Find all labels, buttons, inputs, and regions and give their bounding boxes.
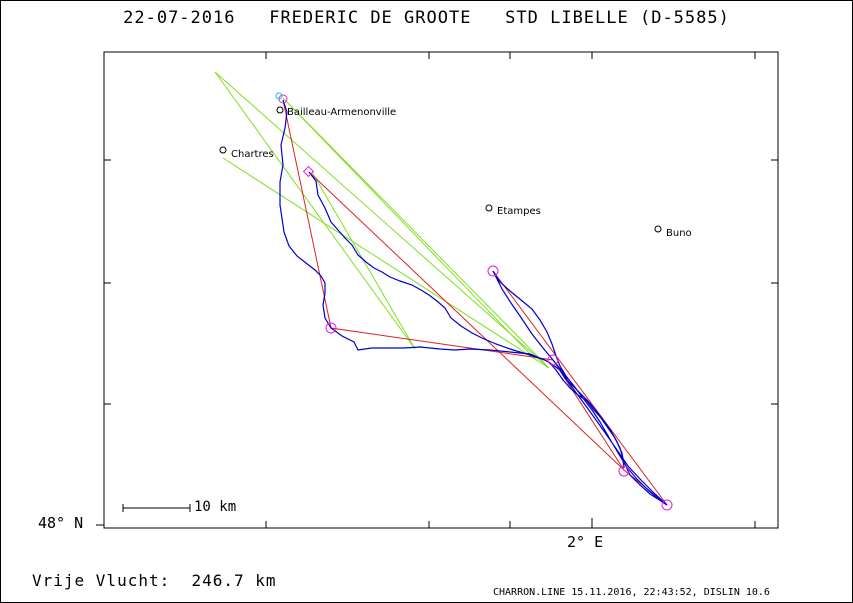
- town-label-bailleau: Bailleau-Armenonville: [287, 107, 397, 118]
- gps-track-return: [492, 270, 668, 506]
- scale-bar: [122, 504, 191, 512]
- distance-value: 246.7 km: [191, 571, 277, 590]
- town-marker-etampes: [485, 204, 493, 212]
- task-legs: [282, 99, 668, 506]
- town-marker-bailleau: [276, 106, 284, 114]
- turnpoint-diamond: [302, 165, 315, 178]
- free-flight-distance: Vrije Vlucht: 246.7 km: [32, 571, 277, 590]
- turnpoints: [278, 94, 673, 511]
- scale-label: 10 km: [194, 499, 237, 515]
- town-label-chartres: Chartres: [231, 149, 274, 160]
- free-flight-legs: [214, 71, 550, 369]
- pilot-name: FREDERIC DE GROOTE: [269, 8, 472, 28]
- town-marker-buno: [654, 225, 662, 233]
- turnpoint-5: [661, 499, 673, 511]
- plot-frame: [103, 51, 779, 529]
- gps-track-branch: [308, 171, 625, 469]
- distance-label: Vrije Vlucht:: [32, 571, 171, 590]
- chart-title: 22-07-2016 FREDERIC DE GROOTE STD LIBELL…: [0, 8, 853, 28]
- turnpoint-2: [487, 265, 499, 277]
- gps-track: [279, 99, 668, 506]
- turnpoint-4: [618, 465, 630, 477]
- flight-date: 22-07-2016: [123, 8, 236, 28]
- latitude-label: 48° N: [38, 514, 84, 532]
- glider-name: STD LIBELLE (D-5585): [505, 8, 730, 28]
- turnpoint-3: [547, 354, 559, 366]
- town-marker-chartres: [219, 146, 227, 154]
- town-label-buno: Buno: [666, 228, 692, 239]
- footer-info: CHARRON.LINE 15.11.2016, 22:43:52, DISLI…: [493, 587, 770, 598]
- axis-ticks: [96, 52, 778, 528]
- town-markers: [219, 106, 662, 233]
- turnpoint-1: [325, 322, 337, 334]
- start-marker: [275, 92, 283, 100]
- longitude-label: 2° E: [567, 533, 604, 551]
- town-label-etampes: Etampes: [497, 206, 541, 217]
